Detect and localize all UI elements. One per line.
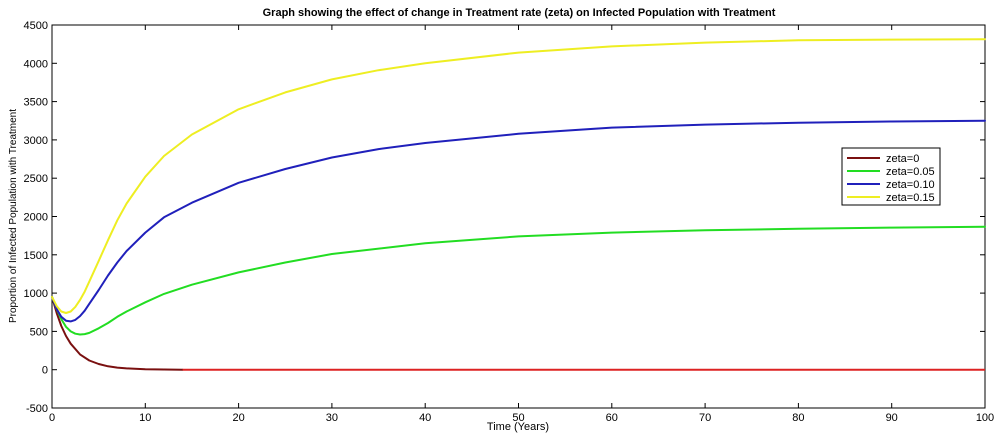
legend-entry-label: zeta=0.10 — [886, 179, 935, 191]
series-line-0 — [51, 295, 184, 371]
y-tick-label: 1500 — [24, 250, 48, 262]
x-tick-label: 70 — [699, 412, 711, 424]
y-tick-label: 500 — [30, 326, 48, 338]
x-tick-label: 30 — [326, 412, 338, 424]
x-tick-label: 100 — [976, 412, 994, 424]
x-tick-label: 80 — [792, 412, 804, 424]
y-tick-label: 0 — [42, 365, 48, 377]
series-line-3 — [51, 38, 986, 314]
plot-area — [51, 24, 986, 409]
series-line-2 — [51, 119, 986, 323]
y-tick-label: 3500 — [24, 97, 48, 109]
axis-ticks: 0 10 20 30 40 50 60 70 80 90 100-50005001000150020… — [24, 20, 995, 424]
x-tick-label: 60 — [606, 412, 618, 424]
x-tick-label: 10 — [139, 412, 151, 424]
y-tick-label: 4500 — [24, 20, 48, 32]
y-tick-label: 2000 — [24, 212, 48, 224]
x-tick-label: 50 — [512, 412, 524, 424]
y-tick-label: 4000 — [24, 58, 48, 70]
y-tick-label: 2500 — [24, 173, 48, 185]
y-tick-label: 1000 — [24, 288, 48, 300]
y-tick-label: 3000 — [24, 135, 48, 147]
series-line-1 — [51, 225, 986, 336]
y-tick-label: -500 — [26, 403, 48, 415]
x-tick-label: 0 — [49, 412, 55, 424]
x-tick-label: 20 — [232, 412, 244, 424]
legend-entry-label: zeta=0 — [886, 153, 919, 165]
chart-title: Graph showing the effect of change in Tr… — [263, 7, 776, 19]
series-lines — [51, 38, 986, 371]
legend-entry-label: zeta=0.05 — [886, 166, 935, 178]
y-axis-label: Proportion of Infected Population with T… — [8, 109, 19, 323]
legend-entry-label: zeta=0.15 — [886, 192, 935, 204]
x-axis-label: Time (Years) — [487, 421, 549, 433]
x-tick-label: 40 — [419, 412, 431, 424]
x-tick-label: 90 — [886, 412, 898, 424]
